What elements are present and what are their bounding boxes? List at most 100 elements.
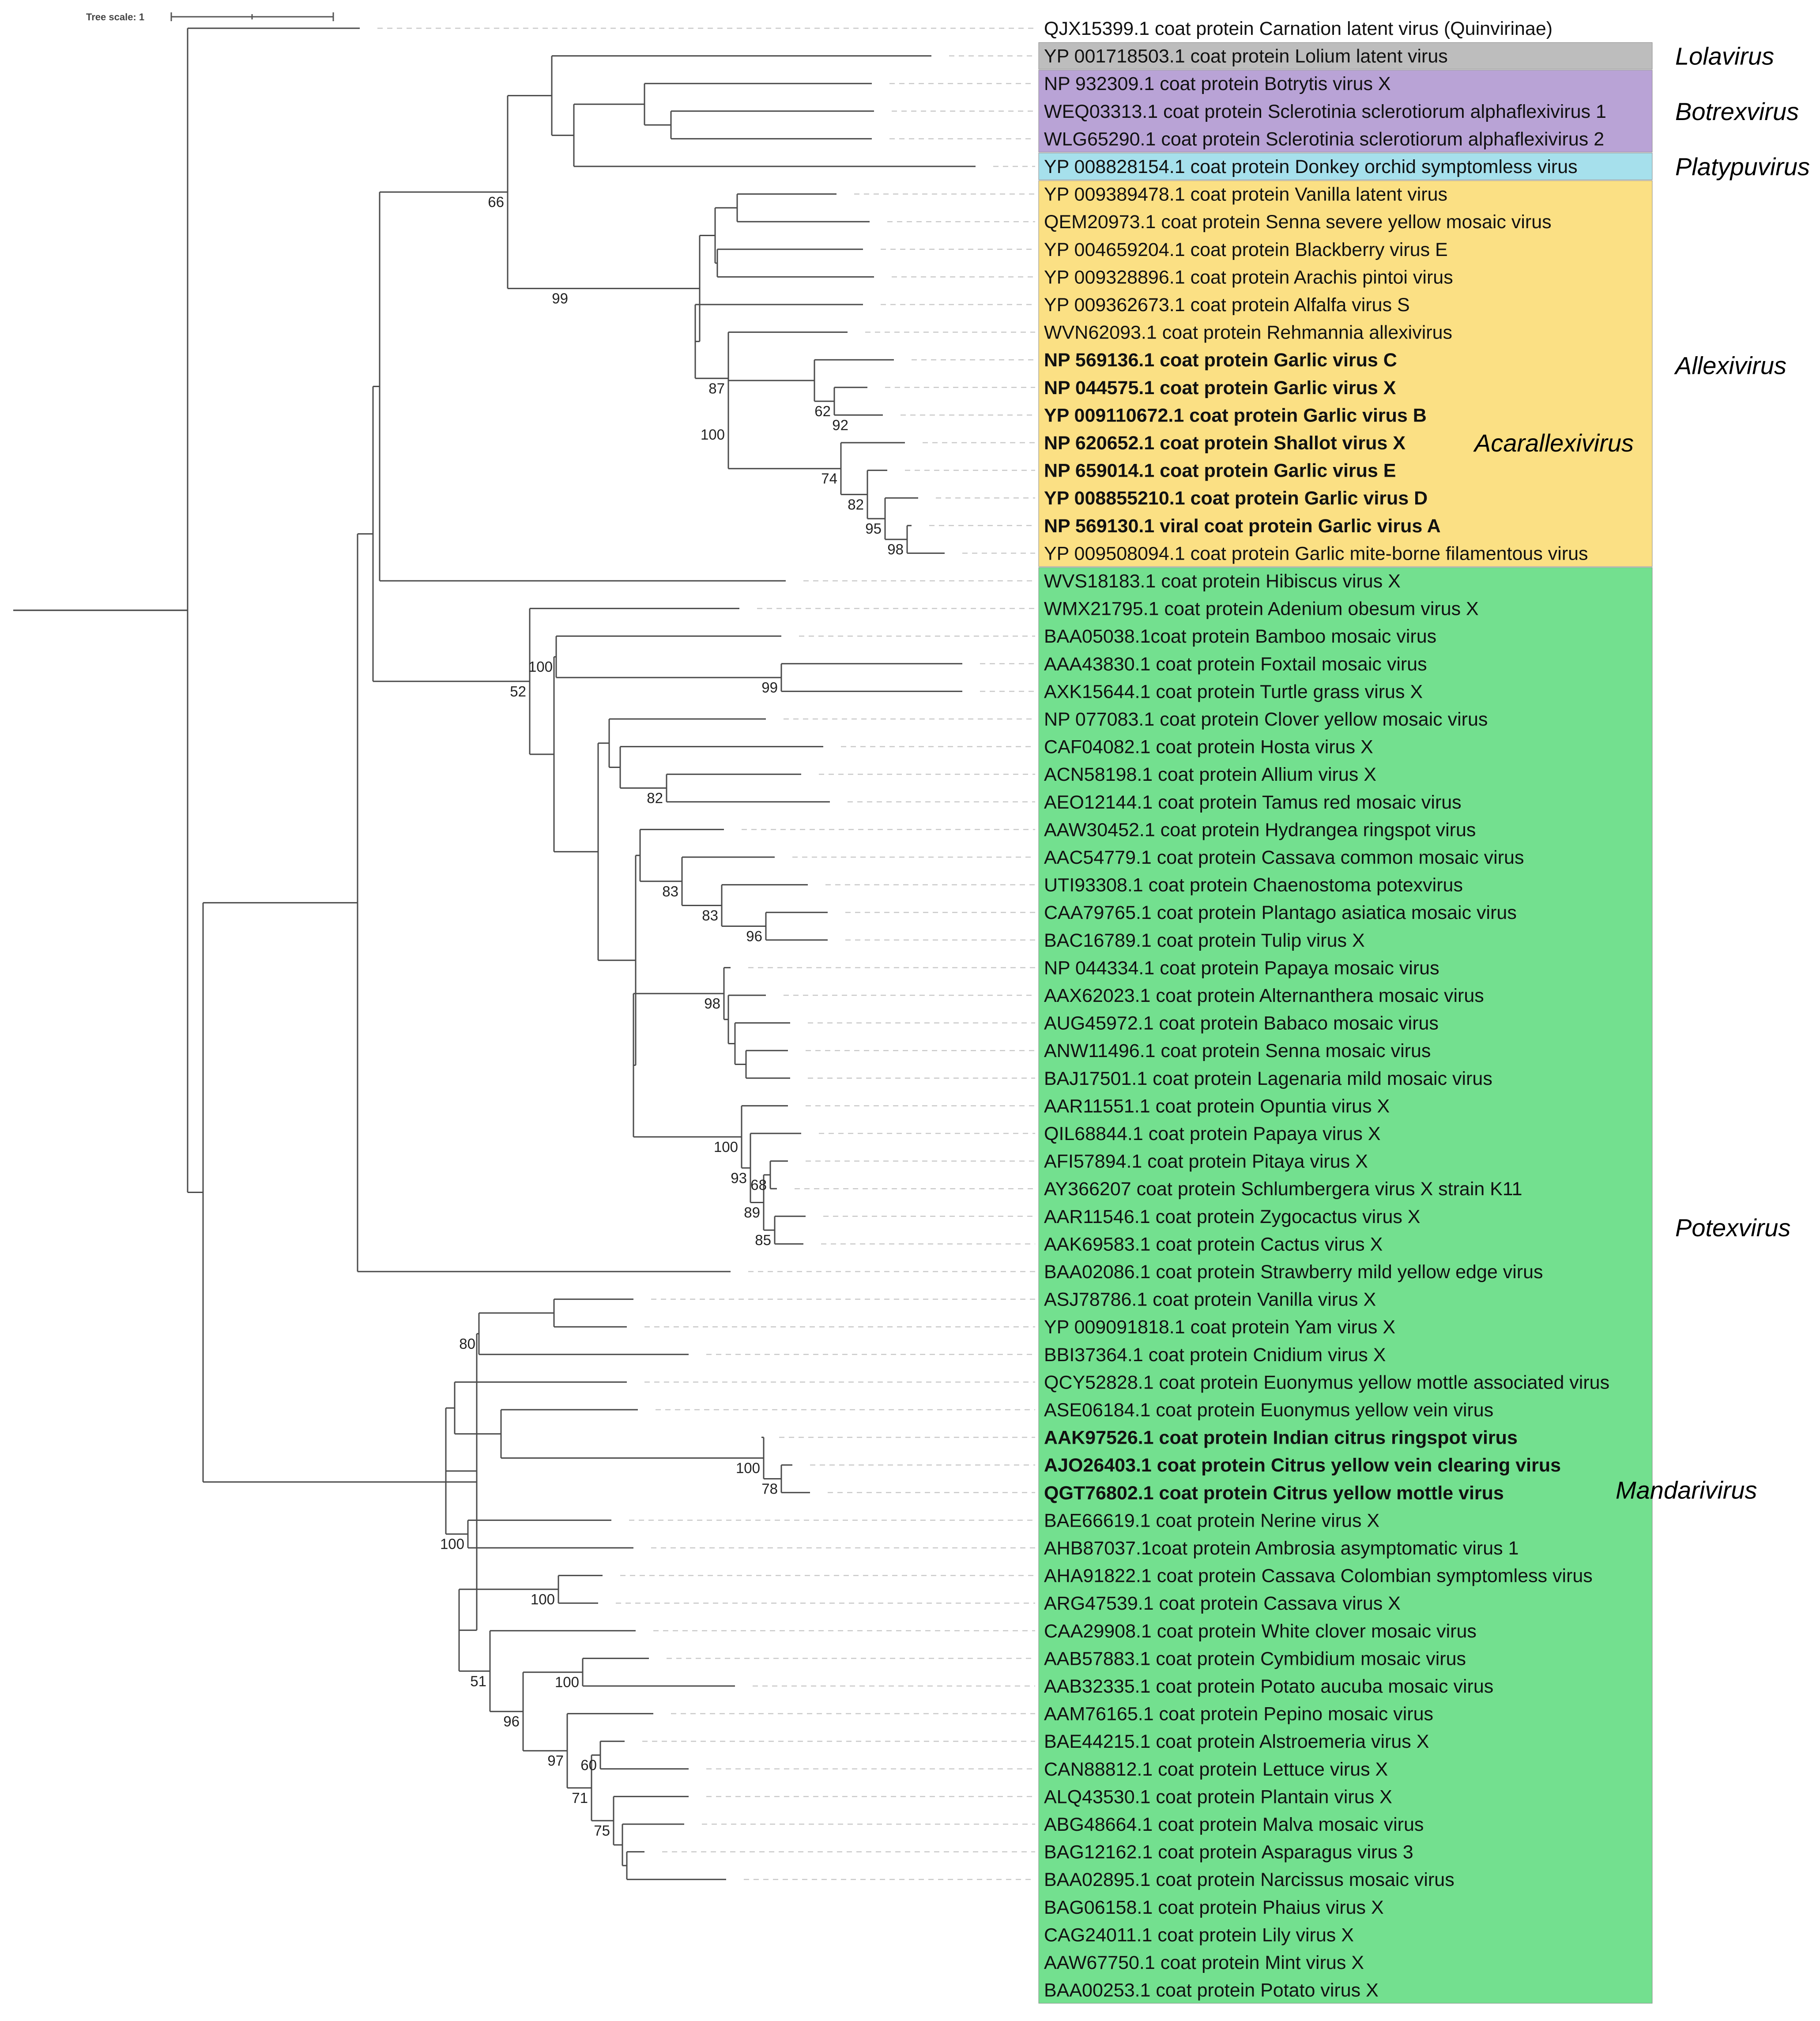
leaf-label: YP 008828154.1 coat protein Donkey orchi… xyxy=(1044,156,1578,177)
leaf-label: AAK69583.1 coat protein Cactus virus X xyxy=(1044,1234,1383,1255)
leaf-label: YP 009091818.1 coat protein Yam virus X xyxy=(1044,1317,1395,1338)
leaf-label: AAR11551.1 coat protein Opuntia virus X xyxy=(1044,1095,1390,1117)
bootstrap-value: 66 xyxy=(488,194,504,210)
leaf-label: QEM20973.1 coat protein Senna severe yel… xyxy=(1044,211,1552,233)
bootstrap-value: 98 xyxy=(887,541,904,557)
bootstrap-value: 85 xyxy=(755,1232,771,1248)
bootstrap-value: 68 xyxy=(750,1177,767,1193)
leaf-label: YP 009362673.1 coat protein Alfalfa viru… xyxy=(1044,294,1410,316)
highlight-allexivirus xyxy=(1038,180,1653,567)
bootstrap-value: 80 xyxy=(459,1336,475,1352)
leaf-label: AJO26403.1 coat protein Citrus yellow ve… xyxy=(1044,1455,1561,1476)
leaf-label: AAA43830.1 coat protein Foxtail mosaic v… xyxy=(1044,654,1427,675)
leaf-label: WVN62093.1 coat protein Rehmannia allexi… xyxy=(1044,322,1452,343)
leaf-label: ASJ78786.1 coat protein Vanilla virus X xyxy=(1044,1289,1376,1310)
bootstrap-value: 89 xyxy=(744,1204,760,1221)
bootstrap-value: 92 xyxy=(832,417,848,433)
leaf-label: QIL68844.1 coat protein Papaya virus X xyxy=(1044,1123,1381,1144)
bootstrap-value: 99 xyxy=(761,679,778,696)
leaf-label: AAB57883.1 coat protein Cymbidium mosaic… xyxy=(1044,1648,1466,1669)
bootstrap-value: 82 xyxy=(848,496,864,512)
leaf-label: AY366207 coat protein Schlumbergera viru… xyxy=(1044,1178,1522,1200)
leaf-label: BAC16789.1 coat protein Tulip virus X xyxy=(1044,930,1365,951)
leaf-label: ASE06184.1 coat protein Euonymus yellow … xyxy=(1044,1400,1493,1421)
bootstrap-value: 74 xyxy=(821,470,837,487)
leaf-labels: QJX15399.1 coat protein Carnation latent… xyxy=(1044,18,1609,2001)
bootstrap-value: 98 xyxy=(704,995,720,1012)
leaf-label: AAM76165.1 coat protein Pepino mosaic vi… xyxy=(1044,1704,1433,1725)
genus-label-platypuvirus: Platypuvirus xyxy=(1675,153,1810,181)
leaf-label: YP 009389478.1 coat protein Vanilla late… xyxy=(1044,184,1447,205)
genus-label-mandarivirus: Mandarivirus xyxy=(1616,1476,1757,1504)
bootstrap-value: 100 xyxy=(555,1674,579,1690)
bootstrap-value: 96 xyxy=(503,1713,520,1730)
bootstrap-value: 78 xyxy=(761,1481,778,1497)
leaf-label: AAC54779.1 coat protein Cassava common m… xyxy=(1044,847,1524,868)
leaf-label: BAE66619.1 coat protein Nerine virus X xyxy=(1044,1510,1379,1531)
bootstrap-value: 87 xyxy=(708,380,725,396)
leaf-label: NP 620652.1 coat protein Shallot virus X xyxy=(1044,433,1406,454)
leaf-label: BAA05038.1coat protein Bamboo mosaic vir… xyxy=(1044,626,1436,647)
leaf-label: YP 001718503.1 coat protein Lolium laten… xyxy=(1044,46,1448,67)
leaf-label: ARG47539.1 coat protein Cassava virus X xyxy=(1044,1593,1401,1614)
genus-label-botrexvirus: Botrexvirus xyxy=(1675,98,1799,125)
bootstrap-value: 52 xyxy=(510,683,526,700)
leaf-label: WEQ03313.1 coat protein Sclerotinia scle… xyxy=(1044,101,1606,122)
genus-label-lolavirus: Lolavirus xyxy=(1675,42,1774,70)
leaf-label: ACN58198.1 coat protein Allium virus X xyxy=(1044,764,1376,785)
bootstrap-value: 83 xyxy=(702,907,718,924)
leaf-label: NP 077083.1 coat protein Clover yellow m… xyxy=(1044,709,1488,730)
bootstrap-value: 75 xyxy=(594,1822,610,1839)
bootstrap-value: 60 xyxy=(580,1757,597,1773)
highlight-lolavirus xyxy=(1038,42,1653,70)
genus-label-acarallexivirus: Acarallexivirus xyxy=(1473,429,1634,457)
leaf-label: AAR11546.1 coat protein Zygocactus virus… xyxy=(1044,1206,1420,1227)
leaf-label: NP 569130.1 viral coat protein Garlic vi… xyxy=(1044,516,1441,537)
leaf-label: AXK15644.1 coat protein Turtle grass vir… xyxy=(1044,681,1423,702)
tree-scale-bar: Tree scale: 1 xyxy=(86,11,334,23)
bootstrap-value: 82 xyxy=(647,790,663,806)
leaf-label: WLG65290.1 coat protein Sclerotinia scle… xyxy=(1044,128,1604,150)
bootstrap-value: 51 xyxy=(470,1673,486,1689)
leaf-guide-lines xyxy=(377,27,1035,1880)
leaf-label: YP 009110672.1 coat protein Garlic virus… xyxy=(1044,405,1427,426)
leaf-label: AAK97526.1 coat protein Indian citrus ri… xyxy=(1044,1427,1518,1449)
bootstrap-value: 96 xyxy=(746,928,762,945)
leaf-label: NP 659014.1 coat protein Garlic virus E xyxy=(1044,460,1396,482)
leaf-label: NP 932309.1 coat protein Botrytis virus … xyxy=(1044,73,1391,94)
leaf-label: NP 569136.1 coat protein Garlic virus C xyxy=(1044,350,1397,371)
leaf-label: BBI37364.1 coat protein Cnidium virus X xyxy=(1044,1344,1386,1366)
genus-highlight-boxes xyxy=(1038,42,1653,2004)
leaf-label: AHB87037.1coat protein Ambrosia asymptom… xyxy=(1044,1538,1519,1559)
leaf-label: BAJ17501.1 coat protein Lagenaria mild m… xyxy=(1044,1068,1492,1089)
bootstrap-value: 100 xyxy=(701,426,725,443)
genus-label-potexvirus: Potexvirus xyxy=(1675,1214,1790,1242)
tree-scale-label: Tree scale: 1 xyxy=(86,11,144,23)
leaf-label: UTI93308.1 coat protein Chaenostoma pote… xyxy=(1044,875,1463,896)
leaf-label: YP 004659204.1 coat protein Blackberry v… xyxy=(1044,239,1448,260)
leaf-label: AEO12144.1 coat protein Tamus red mosaic… xyxy=(1044,792,1462,813)
leaf-label: ABG48664.1 coat protein Malva mosaic vir… xyxy=(1044,1814,1424,1835)
bootstrap-value: 100 xyxy=(528,659,553,675)
leaf-label: WMX21795.1 coat protein Adenium obesum v… xyxy=(1044,598,1479,620)
leaf-label: CAA29908.1 coat protein White clover mos… xyxy=(1044,1621,1477,1642)
leaf-label: QGT76802.1 coat protein Citrus yellow mo… xyxy=(1044,1483,1504,1504)
leaf-label: QJX15399.1 coat protein Carnation latent… xyxy=(1044,18,1552,39)
bootstrap-value: 95 xyxy=(865,520,882,537)
leaf-label: BAA02895.1 coat protein Narcissus mosaic… xyxy=(1044,1869,1454,1890)
leaf-label: WVS18183.1 coat protein Hibiscus virus X xyxy=(1044,571,1401,592)
bootstrap-value: 93 xyxy=(731,1170,747,1186)
bootstrap-value: 100 xyxy=(440,1536,464,1552)
leaf-label: YP 008855210.1 coat protein Garlic virus… xyxy=(1044,488,1428,509)
leaf-label: BAA02086.1 coat protein Strawberry mild … xyxy=(1044,1261,1543,1283)
leaf-label: NP 044575.1 coat protein Garlic virus X xyxy=(1044,377,1396,399)
genus-labels: Lolavirus Botrexvirus Platypuvirus Allexivi… xyxy=(1473,42,1810,1504)
leaf-label: AUG45972.1 coat protein Babaco mosaic vi… xyxy=(1044,1013,1439,1034)
leaf-label: AAB32335.1 coat protein Potato aucuba mo… xyxy=(1044,1676,1493,1697)
highlight-botrexvirus xyxy=(1038,70,1653,153)
bootstrap-value: 100 xyxy=(531,1591,555,1607)
leaf-label: NP 044334.1 coat protein Papaya mosaic v… xyxy=(1044,957,1439,979)
leaf-label: AFI57894.1 coat protein Pitaya virus X xyxy=(1044,1151,1368,1172)
leaf-label: AHA91822.1 coat protein Cassava Colombia… xyxy=(1044,1566,1593,1587)
